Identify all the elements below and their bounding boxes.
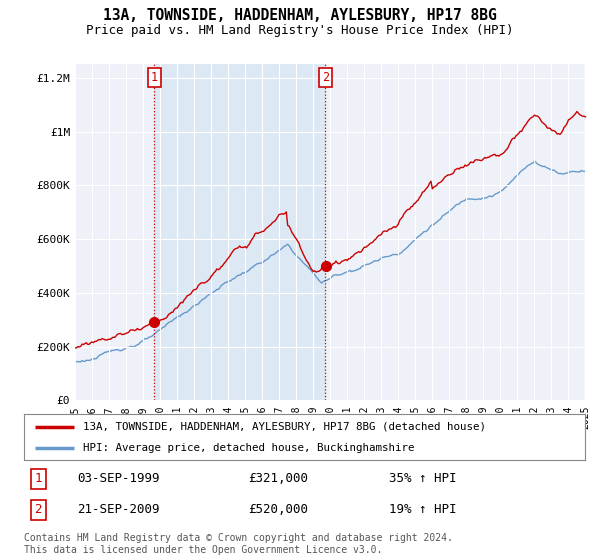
Text: £520,000: £520,000 — [248, 503, 308, 516]
Text: 13A, TOWNSIDE, HADDENHAM, AYLESBURY, HP17 8BG (detached house): 13A, TOWNSIDE, HADDENHAM, AYLESBURY, HP1… — [83, 422, 486, 432]
Bar — [154, 64, 325, 400]
Text: £321,000: £321,000 — [248, 473, 308, 486]
Bar — [586, 64, 594, 400]
Text: 13A, TOWNSIDE, HADDENHAM, AYLESBURY, HP17 8BG: 13A, TOWNSIDE, HADDENHAM, AYLESBURY, HP1… — [103, 8, 497, 24]
Text: 21-SEP-2009: 21-SEP-2009 — [77, 503, 160, 516]
Text: 2: 2 — [322, 71, 329, 85]
Text: Price paid vs. HM Land Registry's House Price Index (HPI): Price paid vs. HM Land Registry's House … — [86, 24, 514, 36]
Text: 19% ↑ HPI: 19% ↑ HPI — [389, 503, 456, 516]
Text: 1: 1 — [151, 71, 158, 85]
Text: 03-SEP-1999: 03-SEP-1999 — [77, 473, 160, 486]
Text: 2: 2 — [34, 503, 42, 516]
Text: HPI: Average price, detached house, Buckinghamshire: HPI: Average price, detached house, Buck… — [83, 443, 415, 453]
Text: 1: 1 — [34, 473, 42, 486]
Text: 35% ↑ HPI: 35% ↑ HPI — [389, 473, 456, 486]
Text: Contains HM Land Registry data © Crown copyright and database right 2024.
This d: Contains HM Land Registry data © Crown c… — [24, 533, 453, 555]
